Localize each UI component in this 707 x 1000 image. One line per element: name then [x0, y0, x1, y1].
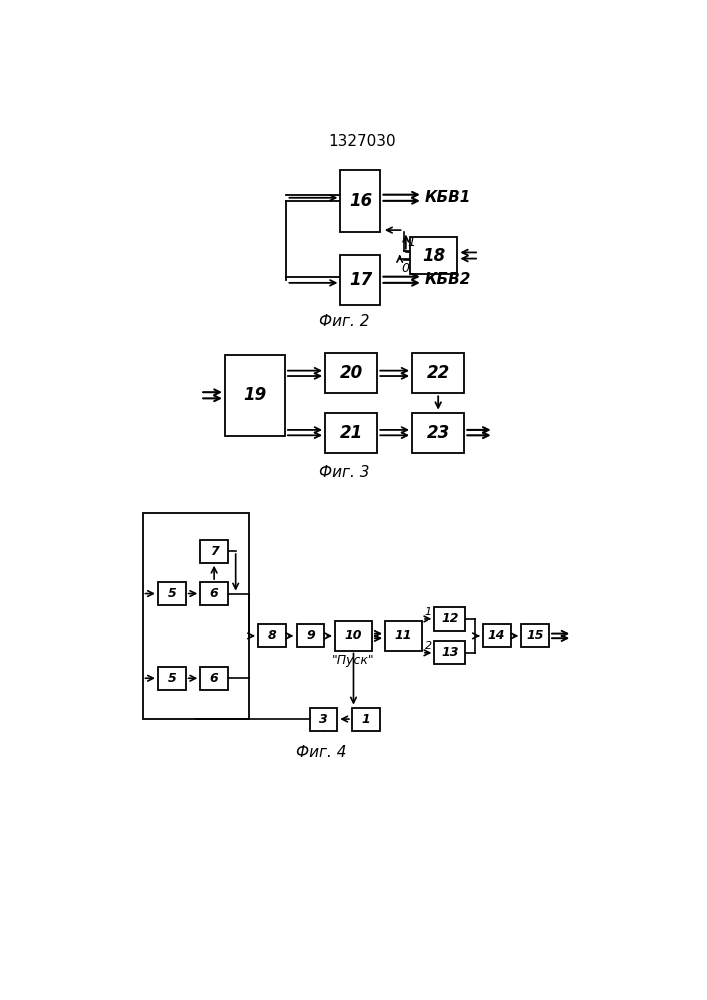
Text: 19: 19: [243, 386, 267, 404]
Bar: [409, 237, 457, 274]
Bar: [200, 540, 228, 563]
Text: КБВ1: КБВ1: [425, 190, 472, 205]
Text: 6: 6: [210, 672, 218, 685]
Bar: [325, 353, 378, 393]
Text: 12: 12: [441, 612, 458, 625]
Text: 10: 10: [345, 629, 362, 642]
Bar: [200, 667, 228, 690]
Bar: [521, 624, 549, 647]
Text: 9: 9: [306, 629, 315, 642]
Text: 3: 3: [319, 713, 328, 726]
Text: 16: 16: [349, 192, 372, 210]
Text: Фиг. 3: Фиг. 3: [319, 465, 370, 480]
Text: Фиг. 2: Фиг. 2: [319, 314, 370, 329]
Bar: [200, 582, 228, 605]
Text: 5: 5: [168, 672, 176, 685]
Bar: [325, 413, 378, 453]
Text: 15: 15: [527, 629, 544, 642]
Text: 7: 7: [210, 545, 218, 558]
Text: 14: 14: [488, 629, 506, 642]
Text: 11: 11: [395, 629, 412, 642]
Bar: [340, 255, 380, 305]
Text: 18: 18: [422, 247, 445, 265]
Text: 13: 13: [441, 646, 458, 659]
Text: 1: 1: [407, 236, 416, 249]
Text: 8: 8: [267, 629, 276, 642]
Bar: [335, 621, 372, 651]
Text: "Пуск": "Пуск": [332, 654, 375, 667]
Bar: [296, 624, 325, 647]
Text: 1: 1: [361, 713, 370, 726]
Text: 2: 2: [425, 641, 432, 651]
Text: 6: 6: [210, 587, 218, 600]
Bar: [225, 355, 285, 436]
Text: 1: 1: [425, 607, 432, 617]
Text: Фиг. 4: Фиг. 4: [296, 745, 346, 760]
Bar: [385, 621, 422, 651]
Text: 5: 5: [168, 587, 176, 600]
Text: 0: 0: [402, 262, 409, 275]
Bar: [352, 708, 380, 731]
Text: 17: 17: [349, 271, 372, 289]
Text: 21: 21: [339, 424, 363, 442]
Bar: [483, 624, 510, 647]
Text: 22: 22: [426, 364, 450, 382]
Text: 20: 20: [339, 364, 363, 382]
Bar: [310, 708, 337, 731]
Bar: [340, 170, 380, 232]
Text: 1327030: 1327030: [328, 134, 396, 149]
Bar: [158, 582, 186, 605]
Bar: [434, 607, 465, 631]
Bar: [434, 641, 465, 664]
Text: 23: 23: [426, 424, 450, 442]
Text: КБВ2: КБВ2: [425, 272, 472, 287]
Bar: [258, 624, 286, 647]
Bar: [412, 413, 464, 453]
Bar: [158, 667, 186, 690]
Bar: [412, 353, 464, 393]
Bar: [143, 513, 249, 719]
